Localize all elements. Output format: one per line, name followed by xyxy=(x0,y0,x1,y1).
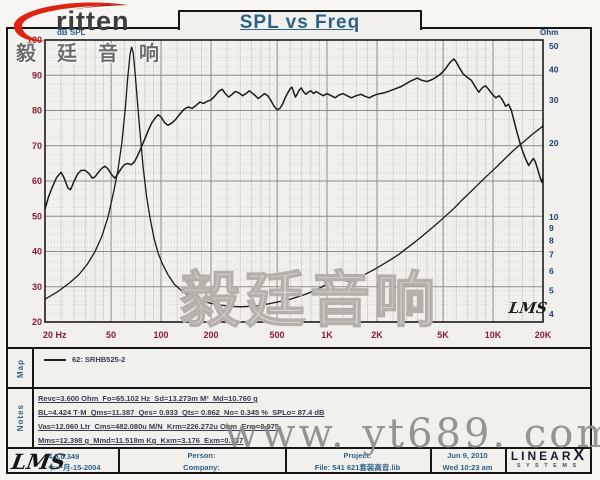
divider-map-top xyxy=(6,347,592,349)
version-block: 4.5.0.349 十一月-15-2004 xyxy=(48,451,101,473)
chart-watermark: 毅廷音响 xyxy=(179,266,440,335)
legend-row: 62: SRHB525-2 xyxy=(44,355,125,364)
svg-text:10: 10 xyxy=(549,212,559,222)
svg-text:8: 8 xyxy=(549,235,554,245)
footer-divider-2 xyxy=(285,449,287,474)
svg-text:40: 40 xyxy=(32,247,42,257)
svg-text:70: 70 xyxy=(32,141,42,151)
notes-line-1: Revc=3.600 Ohm Fo=65.102 Hz Sd=13.273m M… xyxy=(38,394,258,403)
footer-time: Wed 10:23 am xyxy=(442,463,493,472)
site-watermark: www. yt689. com xyxy=(224,411,600,457)
svg-text:40: 40 xyxy=(549,65,559,75)
footer-divider-1 xyxy=(118,449,120,474)
svg-text:100: 100 xyxy=(154,330,169,340)
lms-chart-signature-icon: LMS xyxy=(507,299,549,317)
svg-text:20: 20 xyxy=(549,138,559,148)
notes-label-cell: Notes xyxy=(8,389,34,447)
svg-text:500: 500 xyxy=(270,330,285,340)
brand-chinese: 毅廷音响 xyxy=(16,43,180,65)
version-date: 十一月-15-2004 xyxy=(48,463,101,472)
brand-logo: ritten 毅廷音响 xyxy=(6,0,186,65)
legend-series-label: 62: SRHB525-2 xyxy=(72,355,126,364)
svg-text:30: 30 xyxy=(549,95,559,105)
svg-text:dB SPL: dB SPL xyxy=(57,28,86,37)
notes-label: Notes xyxy=(15,404,25,432)
svg-text:30: 30 xyxy=(32,282,42,292)
svg-text:50: 50 xyxy=(106,330,116,340)
page-title: SPL vs Freq xyxy=(239,12,361,33)
footer-divider-3 xyxy=(430,449,432,474)
svg-text:20: 20 xyxy=(32,317,42,327)
map-label: Map xyxy=(15,358,25,378)
notes-line-3: Vas=12.060 Ltr Cms=482.080u M/N Krm=226.… xyxy=(38,422,279,431)
svg-text:9: 9 xyxy=(549,223,554,233)
svg-text:20K: 20K xyxy=(535,330,552,340)
svg-text:80: 80 xyxy=(32,106,42,116)
svg-text:6: 6 xyxy=(549,266,554,276)
brand-swoosh-icon xyxy=(13,2,128,42)
svg-text:5: 5 xyxy=(549,285,554,295)
svg-text:10K: 10K xyxy=(485,330,502,340)
notes-line-2: BL=4.424 T·M Qms=11.387 Qes= 0.933 Qts= … xyxy=(38,408,325,417)
brand-name: ritten xyxy=(56,6,130,36)
version-number: 4.5.0.349 xyxy=(48,452,80,461)
company-label: Company: xyxy=(183,463,220,472)
svg-text:50: 50 xyxy=(32,211,42,221)
person-label: Person: xyxy=(187,451,216,460)
svg-text:5K: 5K xyxy=(437,330,449,340)
svg-text:60: 60 xyxy=(32,176,42,186)
project-label: Project: xyxy=(343,451,372,460)
linearx-wordmark: LINEARX xyxy=(510,447,585,464)
divider-footer-top xyxy=(6,447,592,449)
svg-text:1K: 1K xyxy=(321,330,333,340)
footer-date: Jun 9, 2010 xyxy=(447,451,488,460)
svg-text:4: 4 xyxy=(549,309,554,319)
project-file: File: 541 621套装高音.lib xyxy=(314,463,401,472)
linearx-x: X xyxy=(573,447,585,464)
svg-text:200: 200 xyxy=(203,330,218,340)
svg-text:Ohm: Ohm xyxy=(540,28,558,37)
notes-block: Revc=3.600 Ohm Fo=65.102 Hz Sd=13.273m M… xyxy=(38,392,518,448)
project-cell: Project: File: 541 621套装高音.lib xyxy=(287,449,428,474)
svg-text:90: 90 xyxy=(32,70,42,80)
footer-divider-4 xyxy=(505,449,507,474)
person-company-cell: Person: Company: xyxy=(120,449,283,474)
legend-line-sample-icon xyxy=(44,358,66,361)
linearx-logo: LINEARX S Y S T E M S xyxy=(505,447,590,474)
title-tab xyxy=(178,10,422,30)
svg-text:50: 50 xyxy=(549,41,559,51)
divider-notes-top xyxy=(6,387,592,389)
svg-text:2K: 2K xyxy=(371,330,383,340)
map-label-cell: Map xyxy=(8,349,34,387)
svg-text:20 Hz: 20 Hz xyxy=(43,330,67,340)
spl-freq-chart: 100 90 80 70 60 50 40 30 20 50 40 30 20 109 8 7 6 5 4 20 Hz… xyxy=(27,28,559,340)
notes-line-4: Mms=12.398 g Mmd=11.518m Kg Kxm=3.176 Ex… xyxy=(38,436,244,445)
linearx-systems: S Y S T E M S xyxy=(516,463,579,469)
svg-text:7: 7 xyxy=(549,250,554,260)
datetime-cell: Jun 9, 2010 Wed 10:23 am xyxy=(432,449,503,474)
